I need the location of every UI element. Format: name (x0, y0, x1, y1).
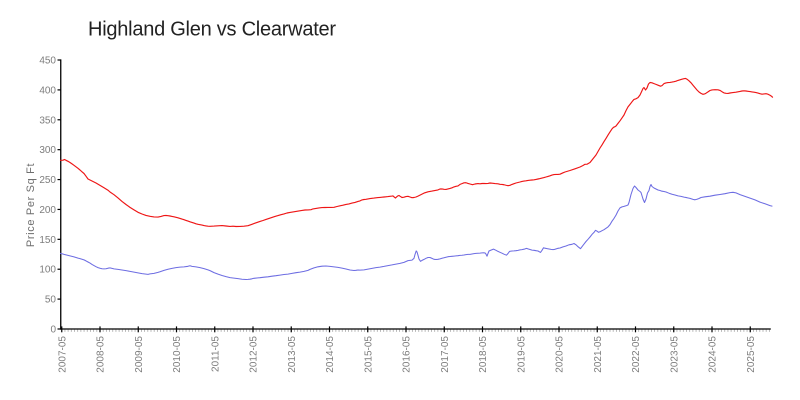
svg-text:2023-05: 2023-05 (669, 336, 680, 373)
svg-text:300: 300 (39, 145, 56, 156)
svg-text:2019-05: 2019-05 (516, 336, 527, 373)
svg-text:450: 450 (39, 56, 56, 67)
svg-text:2011-05: 2011-05 (210, 336, 221, 372)
svg-text:2009-05: 2009-05 (134, 336, 145, 373)
svg-text:2016-05: 2016-05 (402, 336, 413, 373)
svg-text:2014-05: 2014-05 (325, 336, 336, 373)
svg-text:2021-05: 2021-05 (593, 336, 604, 373)
svg-text:200: 200 (39, 205, 56, 216)
svg-text:2022-05: 2022-05 (631, 336, 642, 373)
svg-text:2024-05: 2024-05 (708, 336, 719, 373)
svg-text:350: 350 (39, 115, 56, 126)
svg-text:2007-05: 2007-05 (57, 336, 68, 373)
svg-text:2012-05: 2012-05 (249, 336, 260, 373)
svg-text:0: 0 (50, 325, 56, 336)
svg-text:100: 100 (39, 265, 56, 276)
svg-text:150: 150 (39, 235, 56, 246)
svg-text:250: 250 (39, 175, 56, 186)
svg-text:Price Per Sq Ft: Price Per Sq Ft (25, 163, 37, 247)
svg-text:50: 50 (45, 295, 57, 306)
svg-text:2018-05: 2018-05 (478, 336, 489, 373)
svg-text:2015-05: 2015-05 (363, 336, 374, 373)
svg-text:400: 400 (39, 85, 56, 96)
svg-text:2025-05: 2025-05 (746, 336, 757, 373)
svg-text:2010-05: 2010-05 (172, 336, 183, 373)
svg-text:2008-05: 2008-05 (96, 336, 107, 373)
svg-text:Highland Glen vs Clearwater: Highland Glen vs Clearwater (88, 19, 336, 41)
svg-text:2020-05: 2020-05 (555, 336, 566, 373)
svg-text:2017-05: 2017-05 (440, 336, 451, 373)
svg-text:2013-05: 2013-05 (287, 336, 298, 373)
